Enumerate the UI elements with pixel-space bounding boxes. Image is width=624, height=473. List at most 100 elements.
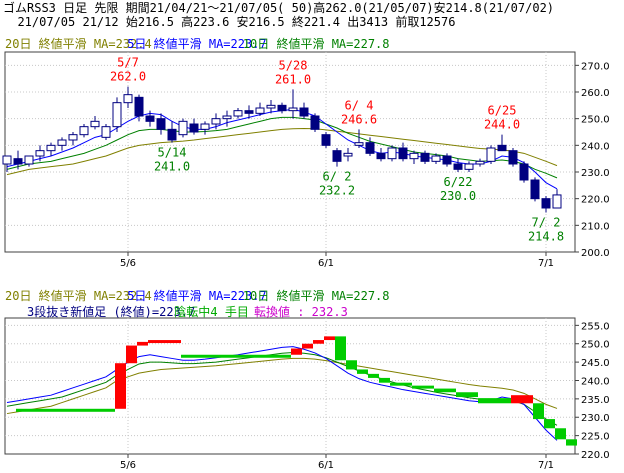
y-tick-label: 230.0 (581, 168, 610, 179)
annotation-value: 241.0 (154, 160, 190, 174)
candle-body (530, 179, 540, 200)
candle-body (541, 198, 551, 209)
plot-frame (4, 317, 576, 455)
x-tick-label: 6/1 (318, 258, 334, 269)
legend-entry-3: 10日 終値平滑 MA=227.8 (243, 36, 390, 51)
candle-body (112, 102, 122, 128)
candle-body (420, 152, 430, 162)
candle-body (299, 107, 309, 117)
candle-body (35, 150, 45, 157)
y-tick-label: 270.0 (581, 61, 610, 72)
down-brick (368, 373, 379, 378)
down-brick (566, 439, 577, 446)
up-brick (324, 336, 335, 341)
candle-body (409, 152, 419, 160)
candle-body (442, 155, 452, 165)
candle-body (288, 107, 298, 112)
up-brick (115, 363, 126, 409)
candle-body (519, 163, 529, 181)
down-brick (434, 388, 456, 393)
candle-body (200, 123, 210, 130)
candle-body (79, 126, 89, 136)
candle-body (233, 110, 243, 117)
candle-body (178, 120, 188, 136)
candle-body (343, 152, 353, 157)
candle-body (486, 147, 496, 162)
annotation-value: 261.0 (275, 72, 311, 86)
down-brick (16, 408, 115, 412)
candle-body (145, 115, 155, 122)
down-brick (478, 398, 511, 404)
candle-body (211, 118, 221, 125)
info-entry-2: 陰転中 (174, 304, 210, 319)
info-entry-1: 3段抜き新値足 (終値)=223.7 (27, 304, 195, 319)
annotation-value: 246.6 (341, 112, 377, 126)
up-brick (313, 340, 324, 344)
candle-body (90, 120, 100, 128)
ma20-line (6, 128, 558, 176)
y-tick-label: 250.0 (581, 115, 610, 126)
candle-body (387, 147, 397, 160)
annotation-date: 6/25 (488, 104, 517, 118)
y-tick-label: 230.0 (581, 413, 610, 424)
up-brick (137, 341, 148, 346)
candle-body (332, 150, 342, 162)
candle-body (321, 134, 331, 146)
candle-body (552, 194, 562, 209)
annotation-date: 6/ 4 (345, 98, 374, 112)
annotation-date: 7/ 2 (532, 216, 561, 230)
up-brick (302, 343, 313, 349)
x-tick-label: 6/1 (318, 460, 334, 471)
annotation-date: 5/28 (279, 58, 308, 72)
plot-frame (4, 51, 576, 253)
down-brick (533, 403, 544, 420)
candle-body (189, 123, 199, 133)
down-brick (412, 385, 434, 389)
y-tick-label: 260.0 (581, 88, 610, 99)
candle-body (2, 155, 12, 165)
candle-body (156, 118, 166, 130)
header-quote-line: 21/07/05 21/12 始216.5 高223.6 安216.5 終221… (3, 15, 456, 29)
annotation-value: 262.0 (110, 70, 146, 84)
up-brick (148, 340, 181, 344)
info-entry-3: 4 手目 (210, 305, 248, 319)
up-brick (291, 348, 302, 355)
chart-header: ゴムRSS3 日足 先限 期間21/04/21～21/07/05( 50)高26… (0, 0, 624, 30)
candle-body (464, 163, 474, 170)
legend-entry-3: 10日 終値平滑 MA=227.8 (243, 288, 390, 303)
annotation-date: 6/ 2 (323, 170, 352, 184)
candle-body (277, 104, 287, 112)
legend-entry-2: 5日 終値平滑 MA=223.7 (127, 288, 266, 303)
candle-body (310, 115, 320, 130)
x-tick-label: 7/1 (538, 258, 554, 269)
annotation-value: 232.2 (319, 184, 355, 198)
candle-body (508, 150, 518, 165)
candle-body (266, 104, 276, 109)
candle-body (57, 139, 67, 146)
candle-body (46, 144, 56, 152)
legend-entry-1: 20日 終値平滑 MA=232.4 (5, 288, 152, 303)
legend-entry-2: 5日 終値平滑 MA=223.7 (127, 36, 266, 51)
up-brick (126, 345, 137, 364)
down-brick (544, 419, 555, 429)
candle-body (222, 115, 232, 120)
y-tick-label: 245.0 (581, 358, 610, 369)
candle-body (167, 128, 177, 141)
y-tick-label: 255.0 (581, 321, 610, 332)
annotation-date: 6/22 (444, 175, 473, 189)
y-tick-label: 235.0 (581, 395, 610, 406)
candle-body (244, 110, 254, 114)
down-brick (346, 360, 357, 370)
y-tick-label: 220.0 (581, 450, 610, 461)
candle-body (475, 160, 485, 165)
down-brick (379, 377, 390, 383)
candle-body (101, 126, 111, 138)
annotation-value: 244.0 (484, 118, 520, 132)
y-tick-label: 220.0 (581, 195, 610, 206)
info-entry-4: 転換値 : 232.3 (254, 304, 348, 319)
y-tick-label: 200.0 (581, 248, 610, 259)
header-period-line: ゴムRSS3 日足 先限 期間21/04/21～21/07/05( 50)高26… (3, 1, 555, 15)
ma5-line (6, 346, 558, 441)
ma10-line (6, 352, 558, 426)
